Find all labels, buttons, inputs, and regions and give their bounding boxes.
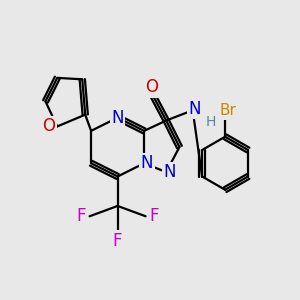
- Text: F: F: [113, 232, 122, 250]
- Text: N: N: [141, 154, 153, 172]
- Text: N: N: [188, 100, 200, 118]
- Text: O: O: [43, 117, 56, 135]
- Text: Br: Br: [220, 103, 236, 118]
- Text: F: F: [149, 207, 159, 225]
- Text: N: N: [164, 163, 176, 181]
- Text: N: N: [111, 109, 124, 127]
- Text: H: H: [206, 115, 216, 129]
- Text: O: O: [145, 78, 158, 96]
- Text: F: F: [76, 207, 86, 225]
